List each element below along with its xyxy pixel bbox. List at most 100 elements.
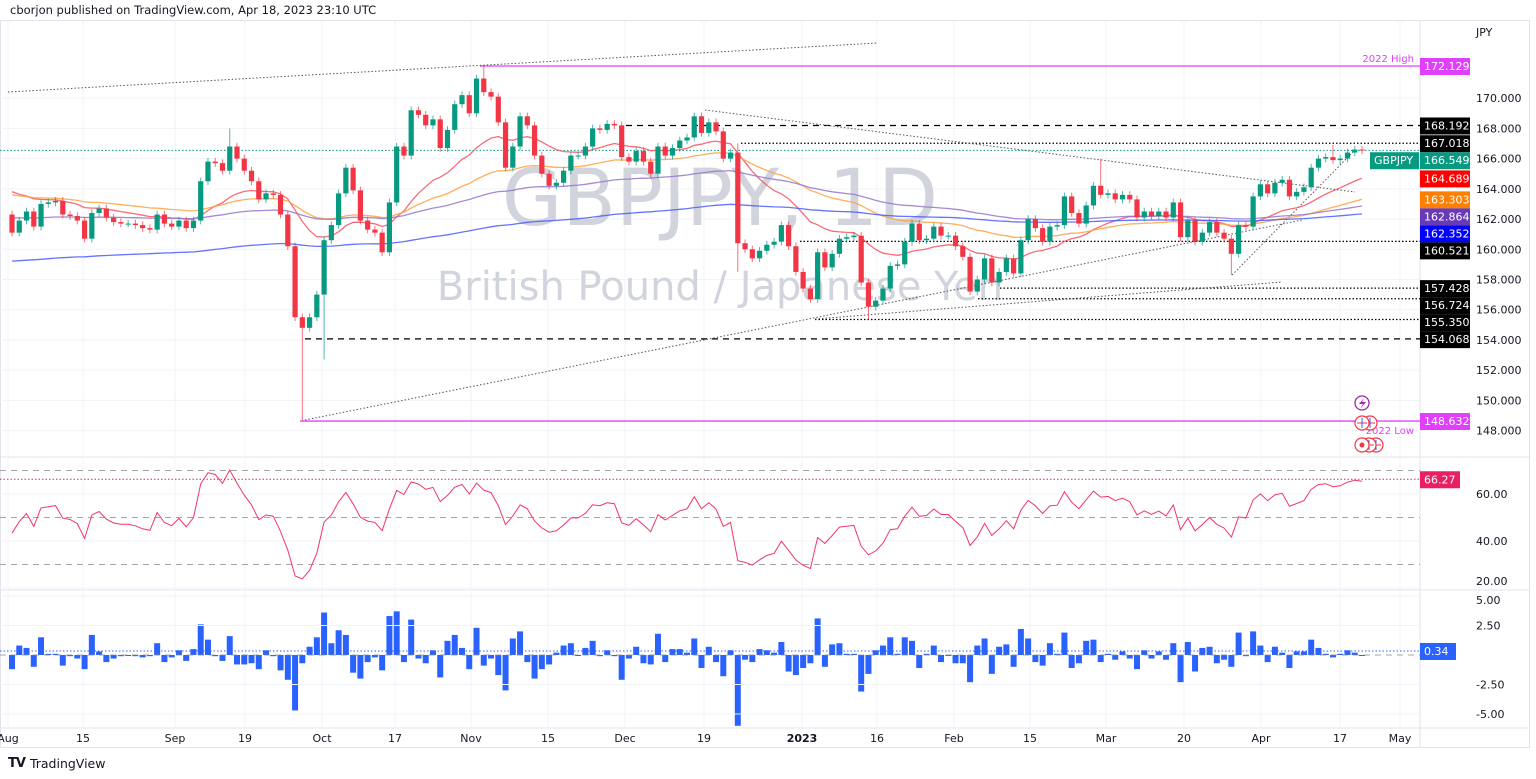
level-price-tag-box [1420,331,1470,349]
hist-bar [829,644,836,655]
candle [1170,198,1176,222]
candle [9,210,15,237]
candle-body [1352,149,1358,153]
ma-price-tag-box [1420,191,1470,209]
candle-body [989,258,995,283]
hist-bar [756,649,763,655]
candle-body [437,119,443,149]
level-price-tag: 148.632 [1424,415,1470,428]
time-tick-label: Aug [0,732,19,745]
hist-bar [175,650,182,655]
candle [190,216,197,232]
candle-body [1054,225,1060,227]
candle [931,222,937,243]
hist-bar [292,655,299,711]
candle [169,219,175,231]
candle-body [786,225,792,247]
candle [328,221,334,244]
hist-bar [1300,651,1307,655]
candle-body [31,211,37,227]
candle [140,221,146,232]
candle [248,166,255,186]
candle [713,118,719,136]
candle-body [597,128,603,130]
candle-body [1105,193,1111,195]
candle [1119,191,1126,204]
candle-body [147,228,153,230]
hist-bar [1083,640,1090,655]
candle-body [735,152,741,244]
candle [1127,191,1133,204]
tradingview-footer[interactable]: T𝗩 TradingView [8,756,105,771]
hist-bar [669,649,676,655]
hist-bar [161,655,168,663]
candle [270,189,276,199]
hist-bar [1010,655,1017,667]
candle [604,120,610,134]
hist-bar [604,650,611,655]
candle [357,186,363,225]
hist-bar [1039,655,1046,666]
trend-line [814,281,1283,320]
hist-bar [1192,655,1199,672]
level-price-tag-box [1420,117,1470,135]
hist-bar [81,655,88,670]
time-tick-label: 15 [541,732,555,745]
hist-bar [52,653,59,655]
candle-body [1308,167,1314,188]
hist-bar [1003,644,1010,655]
candle-body [539,155,545,174]
candle-body [183,220,189,229]
candle [481,66,487,96]
hist-bar [1046,643,1053,655]
candle-body [727,152,734,159]
candle [974,275,980,296]
candle-body [1323,157,1329,159]
candle [103,204,109,222]
candle [437,115,443,152]
rsi-tick-label: 60.00 [1476,488,1508,501]
hist-bar [763,650,770,655]
hist-bar [901,637,908,655]
candle-body [967,256,973,292]
hist-bar [1061,632,1068,655]
candle-body [1250,196,1256,227]
candle [205,157,211,186]
candle [619,121,625,161]
candle-body [1359,149,1365,151]
candle [452,100,458,134]
hist-bar [313,637,320,655]
candle-body [923,238,930,241]
hist-bar [858,655,865,692]
candle [531,121,538,160]
candle-body [241,158,247,171]
hist-bar [23,647,30,655]
hist-bar [1163,655,1170,660]
hist-bar [916,655,923,668]
level-price-tag-box [1420,314,1470,332]
time-tick-label: 16 [870,732,884,745]
candle-body [648,161,654,174]
candle-body [74,216,80,221]
hist-bar [1315,647,1322,655]
hist-bar [625,655,632,659]
candle-body [9,214,15,233]
candle-body [1301,187,1307,192]
candle [517,112,523,151]
candle-body [1076,213,1082,224]
price-tick-label: 150.000 [1476,394,1522,407]
candle [1308,163,1314,192]
candle [590,124,596,151]
candle [851,231,857,241]
hist-bar [45,653,52,655]
hist-bar [204,639,211,655]
candle [292,242,298,322]
candle-body [756,250,763,259]
candle-body [1148,211,1155,217]
candle-body [96,208,102,214]
candle-body [1163,211,1169,218]
candle [691,112,697,142]
candle-body [459,95,465,105]
candle-body [132,223,138,226]
